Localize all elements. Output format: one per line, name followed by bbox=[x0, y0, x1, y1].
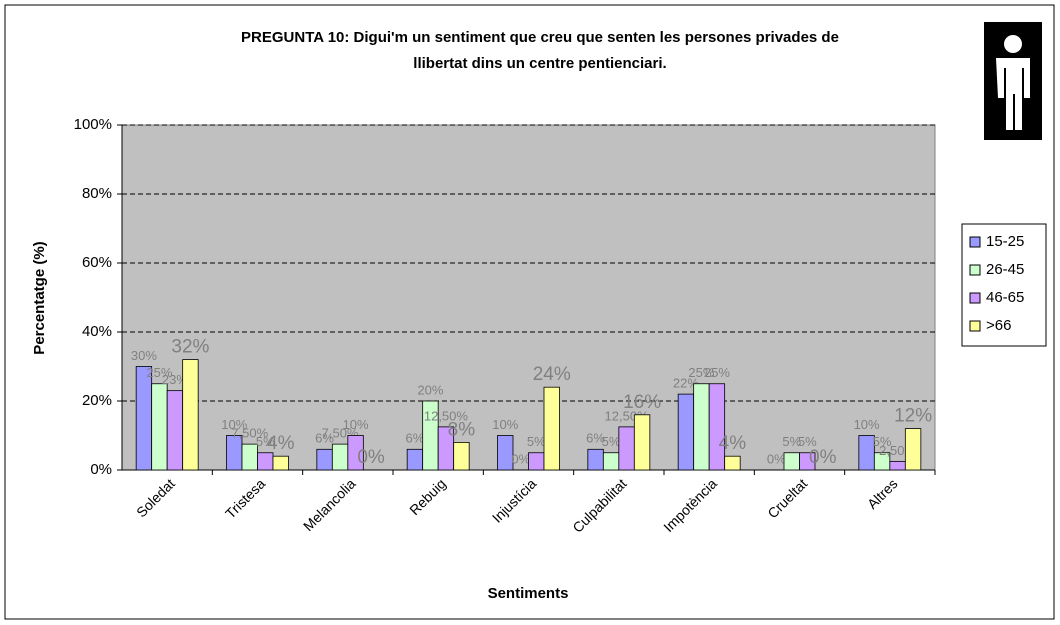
value-label: 25% bbox=[688, 365, 714, 380]
bar bbox=[135, 366, 153, 471]
value-label: 10% bbox=[854, 417, 880, 432]
bar bbox=[166, 390, 184, 471]
bar bbox=[618, 426, 635, 471]
bar bbox=[406, 448, 424, 471]
value-label: 25% bbox=[704, 365, 730, 380]
bar bbox=[587, 448, 604, 471]
bar bbox=[257, 452, 274, 471]
value-label: 7,50% bbox=[231, 426, 268, 441]
value-label: 12,50% bbox=[424, 408, 469, 423]
value-label: 10% bbox=[343, 417, 369, 432]
value-label: 4% bbox=[719, 433, 747, 454]
bar bbox=[151, 383, 168, 471]
value-label: 32% bbox=[171, 337, 209, 358]
bar bbox=[602, 452, 620, 471]
plot-area bbox=[121, 124, 936, 471]
y-tick-label: 80% bbox=[82, 185, 112, 202]
bar bbox=[724, 455, 741, 471]
y-tick-label: 40% bbox=[82, 323, 112, 340]
value-label: 22% bbox=[673, 376, 699, 391]
bar bbox=[799, 452, 816, 471]
bar bbox=[316, 448, 333, 471]
person-icon bbox=[984, 22, 1042, 140]
y-axis-title: Percentatge (%) bbox=[31, 241, 48, 354]
legend-label: 15-25 bbox=[986, 233, 1024, 250]
bar bbox=[889, 460, 906, 471]
value-label: 0% bbox=[809, 447, 837, 468]
bar bbox=[226, 435, 243, 471]
value-label: 16% bbox=[623, 392, 661, 413]
value-label: 12% bbox=[894, 406, 932, 427]
bar bbox=[543, 386, 560, 471]
value-label: 5% bbox=[602, 434, 621, 449]
bar bbox=[272, 455, 289, 471]
value-label: 4% bbox=[267, 433, 295, 454]
chart-title: PREGUNTA 10: Digui'm un sentiment que cr… bbox=[241, 29, 839, 72]
value-label: 8% bbox=[448, 419, 476, 440]
value-label: 5% bbox=[782, 434, 801, 449]
value-label: 6% bbox=[406, 431, 425, 446]
bar bbox=[331, 443, 349, 471]
legend-swatch bbox=[969, 264, 981, 276]
bar bbox=[677, 393, 695, 471]
bar bbox=[708, 383, 726, 471]
bar bbox=[182, 359, 199, 471]
value-label: 6% bbox=[586, 431, 605, 446]
legend-swatch bbox=[969, 236, 981, 248]
value-label: 5% bbox=[256, 434, 275, 449]
value-label: 6% bbox=[315, 431, 334, 446]
value-label: 10% bbox=[221, 417, 247, 432]
value-label: 10% bbox=[492, 417, 518, 432]
value-label: 20% bbox=[417, 382, 443, 397]
value-label: 24% bbox=[533, 364, 571, 385]
value-label: 5% bbox=[798, 434, 817, 449]
value-label: 0% bbox=[357, 447, 385, 468]
y-tick-label: 100% bbox=[74, 116, 112, 133]
value-label: 30% bbox=[131, 348, 157, 363]
legend-label: >66 bbox=[986, 317, 1011, 334]
y-tick-label: 60% bbox=[82, 254, 112, 271]
bar bbox=[497, 435, 514, 471]
value-label: 23% bbox=[162, 372, 188, 387]
legend-label: 26-45 bbox=[986, 261, 1024, 278]
bar bbox=[453, 441, 470, 471]
bar bbox=[783, 452, 800, 471]
legend-swatch bbox=[969, 320, 981, 332]
bar bbox=[633, 414, 651, 471]
bar bbox=[693, 383, 710, 471]
bar bbox=[904, 428, 922, 471]
bar bbox=[347, 435, 364, 471]
y-tick-label: 20% bbox=[82, 392, 112, 409]
value-label: 5% bbox=[873, 434, 892, 449]
value-label: 0% bbox=[767, 451, 786, 466]
legend-swatch bbox=[969, 292, 981, 304]
value-label: 0% bbox=[511, 451, 530, 466]
legend-label: 46-65 bbox=[986, 289, 1024, 306]
bar bbox=[528, 452, 545, 471]
value-label: 25% bbox=[146, 365, 172, 380]
value-label: 5% bbox=[527, 434, 546, 449]
y-tick-label: 0% bbox=[90, 461, 112, 478]
x-axis-title: Sentiments bbox=[488, 585, 569, 602]
